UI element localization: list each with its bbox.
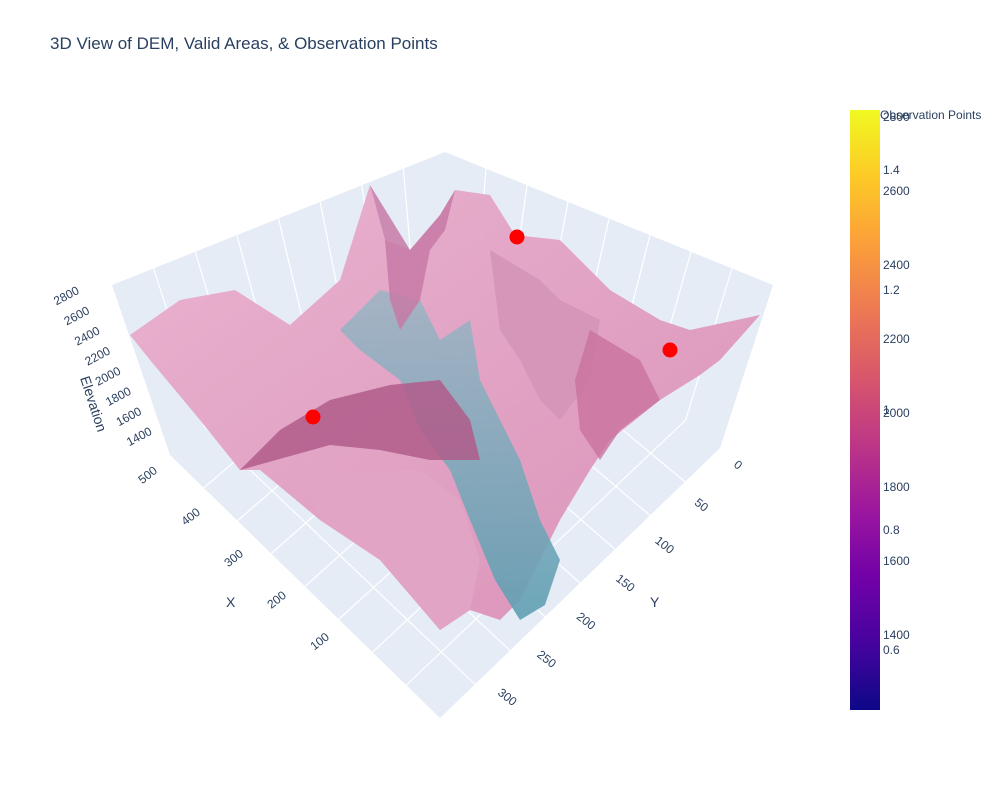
ridge-center	[370, 185, 455, 330]
colorbar-elevation-tick: 1800	[883, 480, 910, 494]
colorbar-elevation-tick: 2600	[883, 184, 910, 198]
colorbar-value-tick: 1	[883, 403, 890, 417]
z-tick-label: 1800	[103, 384, 133, 409]
z-tick-label: 2400	[72, 323, 102, 348]
x-tick-label: 100	[307, 630, 332, 654]
colorbar-elevation-tick: 1400	[883, 628, 910, 642]
observation-points	[305, 229, 678, 425]
ridge-right-front	[575, 330, 660, 460]
y-tick-label: 150	[613, 571, 638, 595]
colorbar-elevation-tick: 2000	[883, 406, 910, 420]
observation-point-marker	[509, 229, 525, 245]
colorbar	[850, 110, 880, 710]
y-tick-label: 300	[495, 685, 520, 709]
dem-surface	[130, 185, 760, 630]
z-tick-label: 1400	[124, 424, 154, 449]
colorbar-elevation-tick: 2800	[883, 110, 910, 124]
colorbar-value-tick: 0.8	[883, 523, 900, 537]
y-tick-label: 200	[574, 609, 599, 633]
x-tick-label: 300	[221, 546, 246, 570]
colorbar-value-tick: 1.2	[883, 283, 900, 297]
z-tick-label: 1600	[114, 404, 144, 429]
y-tick-label: 250	[534, 647, 559, 671]
colorbar-title: Observation Points	[880, 108, 982, 122]
colorbar-elevation-tick: 2200	[883, 332, 910, 346]
observation-point-marker	[305, 409, 321, 425]
y-tick-label: 0	[731, 457, 745, 472]
z-tick-label: 2600	[62, 303, 92, 328]
ridge-front-left	[240, 380, 480, 470]
y-tick-label: 50	[692, 495, 711, 514]
ridge-front	[300, 470, 480, 630]
x-tick-label: 200	[264, 588, 289, 612]
x-axis-title: X	[226, 594, 236, 610]
z-tick-label: 2200	[82, 344, 112, 369]
y-tick-label: 100	[652, 533, 677, 557]
colorbar-value-tick: 1.4	[883, 163, 900, 177]
x-tick-label: 500	[135, 463, 160, 487]
observation-point-marker	[662, 342, 678, 358]
x-tick-label: 400	[178, 505, 203, 529]
z-tick-label: 2000	[93, 364, 123, 389]
colorbar-elevation-tick: 2400	[883, 258, 910, 272]
chart-title: 3D View of DEM, Valid Areas, & Observati…	[50, 34, 438, 53]
colorbar-elevation-tick: 1600	[883, 554, 910, 568]
colorbar-value-tick: 0.6	[883, 643, 900, 657]
grid-line	[402, 168, 412, 254]
z-tick-label: 2800	[51, 283, 81, 308]
ridge-right	[490, 250, 600, 420]
y-axis-title: Y	[650, 594, 660, 610]
